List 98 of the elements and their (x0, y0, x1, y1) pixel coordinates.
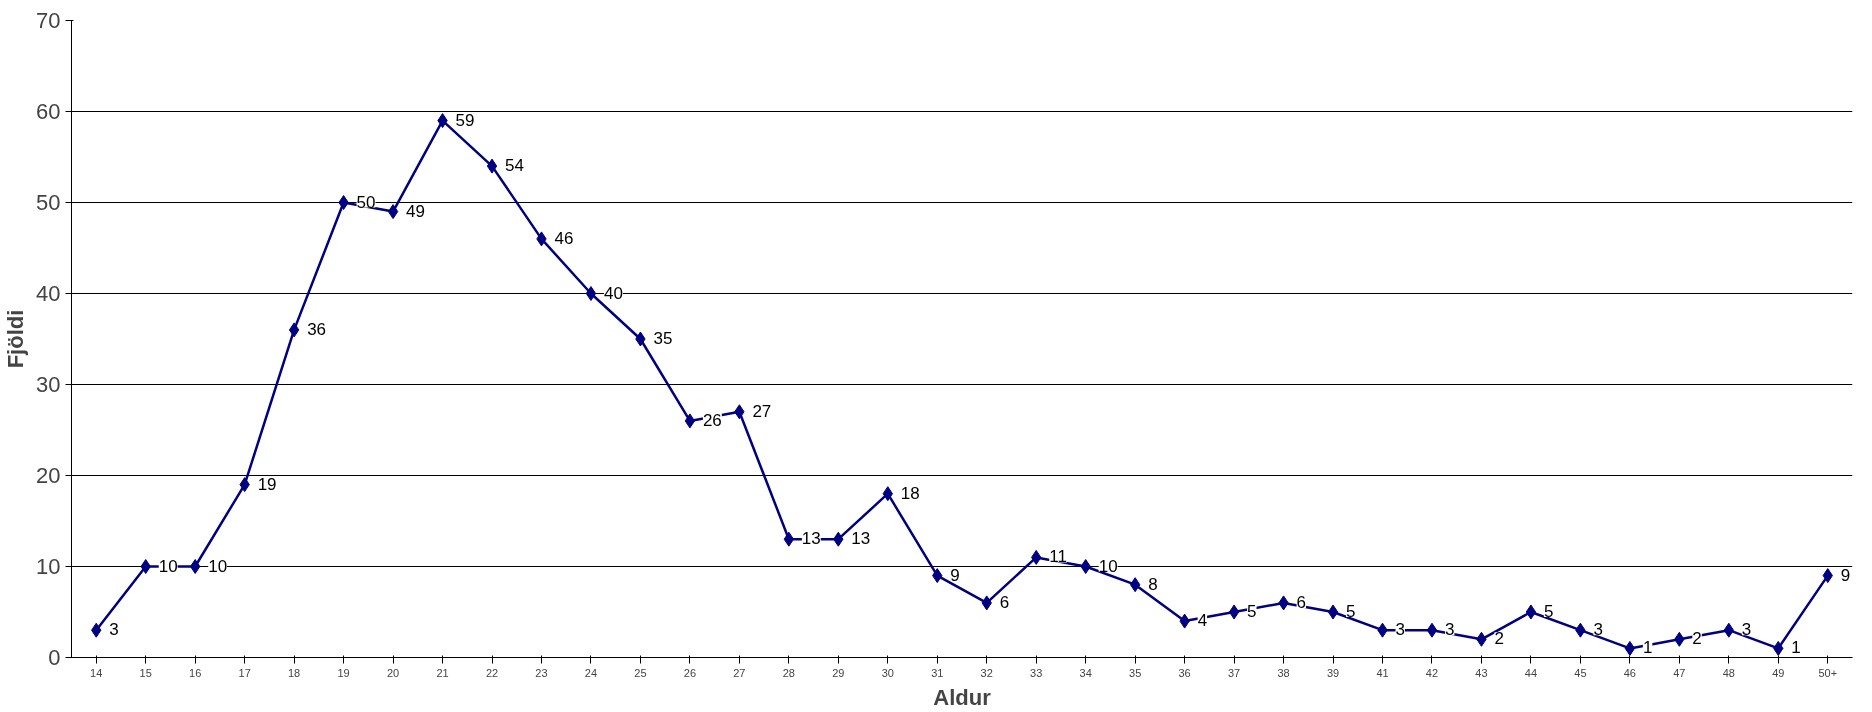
x-tick-label: 28 (782, 666, 795, 679)
data-label: 35 (653, 329, 673, 348)
data-label: 2 (1494, 629, 1504, 649)
x-tick-label: 27 (733, 666, 746, 679)
x-tick-label: 17 (238, 666, 251, 679)
y-tick-label: 20 (36, 463, 61, 488)
x-tick-label: 36 (1178, 666, 1191, 679)
x-tick-label: 47 (1673, 666, 1686, 679)
x-tick-label: 26 (683, 666, 697, 679)
point (1426, 622, 1438, 638)
x-tick-label: 22 (485, 666, 499, 679)
data-label: 9 (1840, 565, 1851, 585)
point (1525, 604, 1537, 620)
x-tick-label: 20 (386, 666, 400, 679)
data-label: 3 (1395, 620, 1405, 640)
x-tick-label: 42 (1425, 666, 1439, 679)
x-tick-label: 31 (931, 666, 944, 679)
x-tick-label: 16 (189, 666, 202, 679)
x-tick-label: 18 (288, 666, 301, 679)
x-tick-label: 50+ (1818, 666, 1838, 679)
data-label: 50 (356, 192, 376, 212)
x-tick-label: 38 (1277, 666, 1290, 679)
data-label: 10 (1098, 556, 1118, 576)
y-tick-label: 40 (36, 281, 61, 306)
point (190, 559, 201, 574)
data-label: 6 (999, 592, 1010, 612)
x-tick-label: 23 (535, 666, 548, 679)
x-tick-label: 25 (634, 666, 647, 679)
point (1624, 640, 1636, 656)
data-label: 6 (1296, 592, 1307, 612)
data-label: 10 (158, 556, 178, 576)
point (1129, 577, 1141, 593)
x-axis-title: Aldur (933, 684, 992, 710)
x-tick-label: 30 (881, 666, 894, 679)
x-tick-label: 14 (90, 666, 103, 679)
x-tick-label: 15 (139, 666, 152, 679)
x-tick-label: 24 (584, 666, 598, 679)
data-label: 9 (950, 565, 960, 585)
data-label: 5 (1346, 602, 1356, 621)
data-label: 11 (1049, 547, 1067, 567)
x-tick-label: 33 (1030, 666, 1043, 679)
x-tick-label: 44 (1524, 666, 1538, 679)
point (486, 158, 498, 174)
data-label: 3 (109, 620, 119, 640)
point (140, 559, 151, 574)
y-axis-title: Fjöldi (3, 309, 29, 369)
data-label: 36 (307, 319, 327, 339)
y-tick-label: 70 (36, 8, 61, 33)
data-label: 4 (1197, 611, 1208, 631)
data-label: 5 (1247, 602, 1257, 621)
x-tick-label: 29 (832, 666, 845, 679)
x-tick-label: 34 (1079, 666, 1092, 679)
x-tick-label: 43 (1475, 666, 1488, 679)
data-label: 46 (554, 228, 574, 248)
x-tick-label: 45 (1574, 666, 1587, 679)
data-label: 3 (1444, 620, 1455, 640)
x-tick-label: 41 (1376, 666, 1389, 679)
x-tick-label: 35 (1129, 666, 1142, 679)
x-tick-label: 37 (1227, 666, 1241, 679)
point (1228, 604, 1240, 620)
data-label: 3 (1741, 620, 1752, 640)
x-tick-label: 32 (980, 666, 993, 679)
point (387, 204, 399, 220)
data-label: 2 (1692, 629, 1702, 649)
point (1080, 559, 1091, 574)
x-tick-label: 46 (1623, 666, 1637, 679)
data-label: 1 (1791, 638, 1801, 658)
point (1327, 604, 1339, 620)
data-label: 19 (257, 474, 277, 494)
data-label: 49 (406, 201, 425, 221)
x-tick-label: 39 (1326, 666, 1340, 679)
data-label: 5 (1543, 602, 1554, 621)
point (288, 322, 300, 338)
data-label: 1 (1642, 638, 1653, 658)
data-label: 59 (455, 110, 475, 130)
x-tick-label: 19 (337, 666, 350, 679)
data-label: 3 (1593, 620, 1603, 640)
y-tick-label: 50 (36, 190, 61, 215)
point (338, 195, 349, 210)
x-tick-label: 21 (436, 666, 449, 679)
y-tick-label: 30 (36, 372, 61, 397)
data-label: 26 (702, 410, 722, 430)
data-label: 40 (603, 283, 623, 303)
data-label: 27 (752, 401, 772, 421)
y-tick-label: 60 (36, 99, 61, 124)
point (684, 413, 696, 429)
data-label: 13 (851, 529, 871, 549)
x-tick-label: 49 (1772, 666, 1785, 679)
data-label: 8 (1148, 574, 1158, 594)
y-tick-label: 10 (36, 554, 61, 579)
point (783, 531, 795, 547)
data-label: 54 (505, 156, 524, 176)
x-tick-label: 48 (1722, 666, 1735, 679)
data-label: 18 (900, 483, 920, 503)
y-tick-label: 0 (48, 645, 61, 670)
point (585, 286, 597, 301)
data-label: 13 (801, 529, 821, 549)
data-label: 10 (208, 556, 228, 576)
